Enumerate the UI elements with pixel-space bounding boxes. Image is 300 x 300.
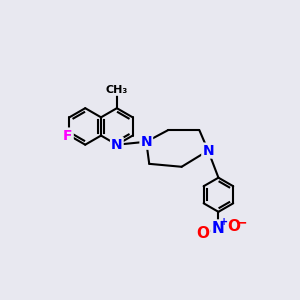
Text: N: N: [140, 135, 152, 149]
Text: +: +: [220, 217, 228, 227]
Text: N: N: [202, 144, 214, 158]
Text: F: F: [63, 129, 73, 142]
Text: N: N: [111, 138, 123, 152]
Text: O: O: [227, 219, 240, 234]
Text: CH₃: CH₃: [106, 85, 128, 95]
Text: O: O: [196, 226, 210, 241]
Text: −: −: [235, 215, 247, 229]
Text: N: N: [212, 220, 225, 236]
